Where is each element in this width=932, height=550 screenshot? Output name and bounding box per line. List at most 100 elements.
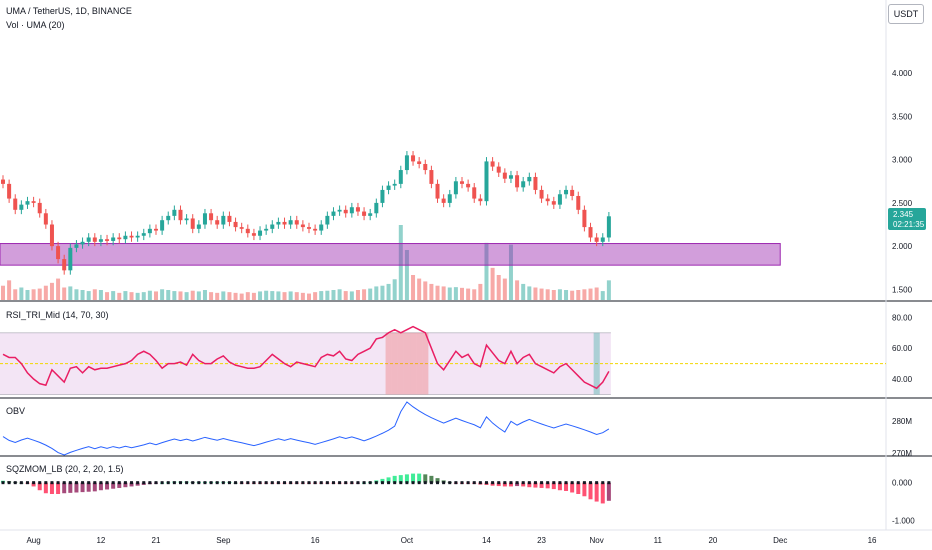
candle-body <box>313 228 318 231</box>
time-tick-label: 14 <box>482 536 491 545</box>
sqzmom-bar <box>594 482 599 502</box>
sqzmom-dot <box>1 481 5 485</box>
sqzmom-dot <box>472 481 476 485</box>
candle-body <box>172 209 177 216</box>
volume-bar <box>490 267 495 300</box>
rsi-overbought-highlight <box>397 332 404 395</box>
sqzmom-dot <box>521 481 525 485</box>
time-tick-label: 12 <box>96 536 105 545</box>
volume-legend[interactable]: Vol · UMA (20) <box>6 20 65 30</box>
candle-body <box>411 155 416 162</box>
volume-bar <box>319 291 324 300</box>
sqzmom-dot <box>227 481 231 485</box>
obv-pane-title[interactable]: OBV <box>6 406 25 416</box>
candle-body <box>453 181 458 195</box>
volume-bar <box>270 291 275 300</box>
candle-body <box>319 224 324 231</box>
sqzmom-bar <box>539 482 544 488</box>
candle-body <box>539 189 544 199</box>
volume-bar <box>1 285 5 300</box>
symbol-title[interactable]: UMA / TetherUS, 1D, BINANCE <box>6 6 132 16</box>
candle-body <box>129 235 134 238</box>
sqzmom-dot <box>448 481 452 485</box>
support-zone-rect <box>0 243 781 266</box>
candle-body <box>135 235 140 238</box>
volume-bar <box>129 292 134 300</box>
time-tick-label: Dec <box>773 536 787 545</box>
volume-bar <box>325 290 330 300</box>
volume-bar <box>404 250 409 300</box>
volume-bar <box>166 290 171 300</box>
volume-bar <box>453 287 458 300</box>
sqzmom-dot <box>117 481 121 485</box>
volume-bar <box>398 225 403 300</box>
volume-bar <box>258 291 263 300</box>
candle-body <box>7 183 12 199</box>
volume-bar <box>172 291 177 300</box>
volume-bar <box>43 285 48 300</box>
sqzmom-bar <box>417 473 422 483</box>
volume-bar <box>264 290 269 300</box>
candle-body <box>551 201 556 205</box>
price-tick-label: 1.500 <box>892 285 913 294</box>
candle-body <box>307 227 311 229</box>
volume-bar <box>62 287 67 300</box>
sqzmom-bar <box>404 474 409 483</box>
candle-body <box>31 201 36 203</box>
sqzmom-bar <box>502 482 507 487</box>
candle-body <box>251 233 256 236</box>
volume-bar <box>533 287 538 300</box>
rsi-tick-label: 60.00 <box>892 344 913 353</box>
sqzmom-dot <box>25 481 29 485</box>
time-tick-label: 23 <box>537 536 546 545</box>
sqzmom-dot <box>589 481 593 485</box>
candle-body <box>239 227 244 229</box>
sqzmom-dot <box>380 481 384 485</box>
price-tag-value: 2.345 <box>893 210 914 219</box>
sqzmom-dot <box>87 481 91 485</box>
sqzmom-dot <box>289 481 293 485</box>
currency-button[interactable]: USDT <box>888 4 924 24</box>
obv-axis[interactable]: 280M 270M <box>892 417 912 458</box>
volume-bar <box>460 287 464 300</box>
sqzmom-bar <box>576 482 581 494</box>
time-axis[interactable]: Aug 12 21 Sep 16 Oct 14 23 Nov 11 20 Dec 16 <box>26 536 877 545</box>
rsi-overbought-highlight <box>385 332 392 395</box>
price-axis[interactable]: 4.000 3.500 3.000 2.500 2.000 1.500 <box>892 69 913 294</box>
sqzmom-dot <box>313 481 317 485</box>
volume-bar <box>190 290 195 300</box>
candle-body <box>429 170 434 184</box>
sqzmom-dot <box>515 481 519 485</box>
volume-bar <box>447 287 452 300</box>
volume-bar <box>276 291 281 300</box>
price-tag-countdown: 02:21:35 <box>893 220 925 229</box>
sqzmom-dot <box>338 481 342 485</box>
volume-bar <box>123 291 128 300</box>
candle-body <box>184 218 189 221</box>
rsi-axis[interactable]: 80.00 60.00 40.00 <box>892 313 913 384</box>
sqzmom-dot <box>105 481 109 485</box>
candle-body <box>56 246 61 260</box>
sqzmom-bar <box>62 482 67 494</box>
candle-body <box>209 213 214 221</box>
volume-bars <box>1 225 611 300</box>
candle-body <box>325 215 330 225</box>
sqzmom-dot <box>215 481 219 485</box>
sqzmom-dot <box>74 481 78 485</box>
sqzmom-bar <box>515 482 520 487</box>
sqzmom-dot <box>331 481 335 485</box>
sqzmom-dot <box>374 481 378 485</box>
sqzmom-bar <box>564 482 569 491</box>
sqzmom-dot <box>13 481 17 485</box>
rsi-pane-title[interactable]: RSI_TRI_Mid (14, 70, 30) <box>6 310 109 320</box>
sqzmom-axis[interactable]: 0.000 -1.000 <box>892 479 915 526</box>
volume-bar <box>92 289 97 300</box>
sqzmom-plot <box>1 473 611 504</box>
sqzmom-dot <box>123 481 127 485</box>
sqzmom-pane-title[interactable]: SQZMOM_LB (20, 2, 20, 1.5) <box>6 464 124 474</box>
volume-bar <box>484 242 489 300</box>
sqzmom-dot <box>221 481 225 485</box>
candle-body <box>300 224 305 228</box>
support-zone[interactable] <box>0 243 781 266</box>
